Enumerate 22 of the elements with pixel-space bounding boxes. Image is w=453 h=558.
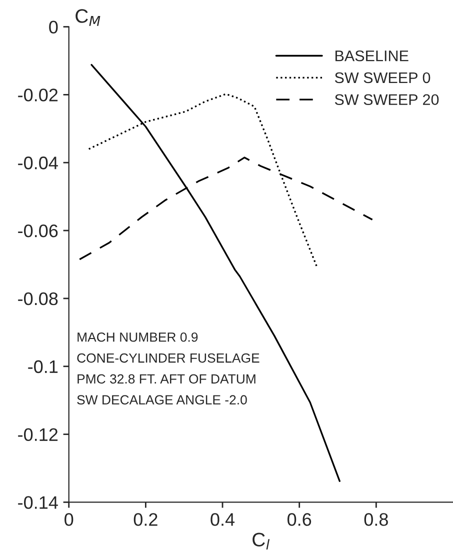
legend-label: SW SWEEP 20	[334, 94, 439, 106]
y-tick-label: -0.06	[18, 224, 58, 238]
legend-label: BASELINE	[335, 50, 408, 62]
x-tick-label: 0.6	[288, 513, 312, 526]
y-tick-label: 0	[49, 20, 58, 34]
x-tick-label: 0.4	[210, 513, 235, 526]
x-axis-title: C$_{l}$	[252, 532, 270, 550]
x-tick-label: 0	[64, 513, 74, 526]
annotation: PMC 32.8 FT. AFT OF DATUM	[78, 374, 256, 384]
legend-label: SW SWEEP 0	[334, 72, 430, 84]
annotation: SW DECALAGE ANGLE -2.0	[77, 395, 247, 405]
annotation: MACH NUMBER 0.9	[78, 332, 198, 342]
y-tick-label: -0.12	[18, 428, 58, 442]
x-tick-label: 0.8	[364, 513, 388, 526]
y-axis-title: C$_{M}$	[76, 9, 100, 26]
y-tick-label: -0.1	[28, 360, 58, 374]
x-tick-label: 0.2	[134, 513, 158, 526]
y-tick-label: -0.14	[18, 496, 58, 509]
y-tick-label: -0.04	[18, 156, 58, 170]
y-tick-label: -0.08	[18, 292, 58, 306]
y-tick-label: -0.02	[18, 88, 58, 102]
annotation: CONE-CYLINDER FUSELAGE	[77, 353, 260, 363]
